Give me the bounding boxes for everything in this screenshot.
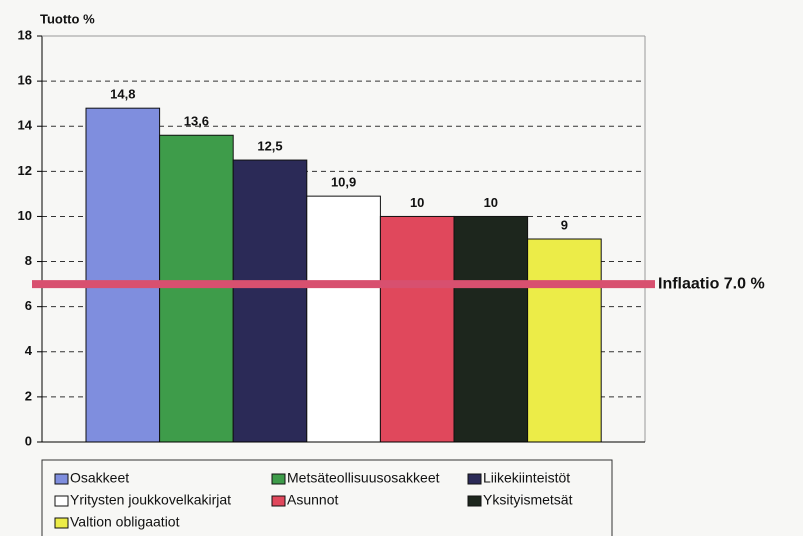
legend-swatch	[467, 495, 482, 507]
value-label: 13,6	[184, 114, 209, 129]
value-label: 14,8	[110, 87, 135, 102]
legend-label: Liikekiinteistöt	[483, 470, 570, 486]
y-tick-label: 12	[18, 163, 32, 178]
legend-swatch	[54, 517, 69, 529]
bar	[453, 215, 529, 443]
bar	[159, 134, 234, 443]
y-tick-label: 8	[25, 253, 32, 268]
bar	[527, 238, 602, 443]
legend-label: Metsäteollisuusosakkeet	[287, 470, 440, 486]
legend-label: Valtion obligaatiot	[70, 514, 180, 530]
value-label: 12,5	[257, 138, 282, 153]
legend-swatch	[467, 473, 482, 485]
bar	[232, 159, 308, 443]
legend-label: Yritysten joukkovelkakirjat	[70, 492, 231, 508]
value-label: 10	[484, 195, 498, 210]
legend-label: Osakkeet	[70, 470, 129, 486]
legend-swatch	[271, 495, 286, 507]
y-tick-label: 16	[18, 73, 32, 88]
value-label: 10	[410, 195, 424, 210]
y-axis-label: Tuotto %	[40, 11, 95, 26]
legend-swatch	[54, 473, 69, 485]
bar	[379, 215, 455, 443]
y-tick-label: 14	[18, 118, 33, 133]
legend-swatch	[54, 495, 69, 507]
value-label: 10,9	[331, 175, 356, 190]
legend-label: Asunnot	[287, 492, 338, 508]
y-tick-label: 18	[18, 27, 32, 42]
y-tick-label: 4	[25, 343, 33, 358]
y-tick-label: 2	[25, 388, 32, 403]
y-tick-label: 0	[25, 433, 32, 448]
bar	[85, 107, 161, 443]
bar	[306, 195, 381, 443]
legend-label: Yksityismetsät	[483, 492, 573, 508]
legend-swatch	[271, 473, 286, 485]
legend-box	[41, 459, 613, 536]
y-tick-label: 6	[25, 298, 32, 313]
y-tick-label: 10	[18, 208, 32, 223]
reference-label: Inflaatio 7.0 %	[658, 275, 765, 292]
value-label: 9	[561, 217, 568, 232]
